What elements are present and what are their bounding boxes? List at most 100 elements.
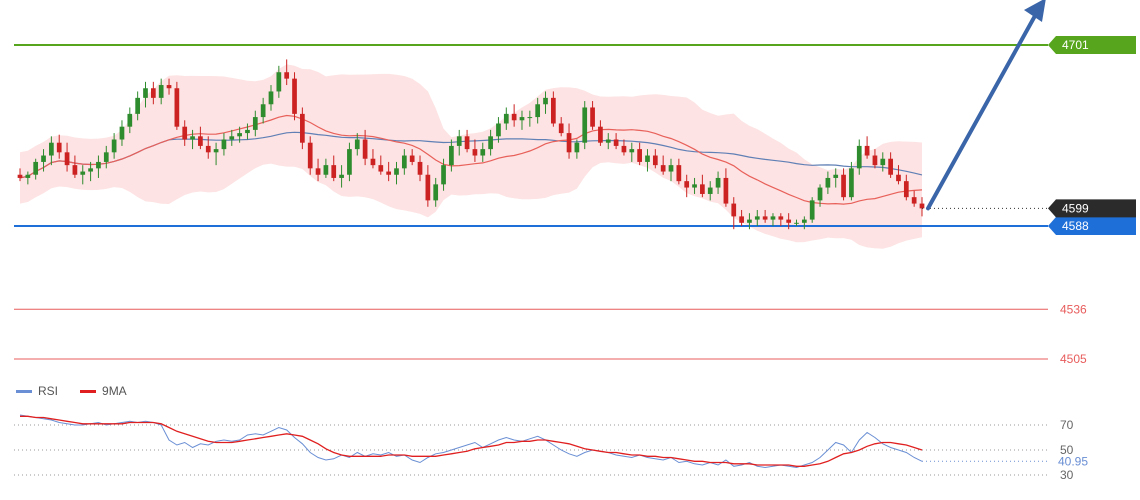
candle-body (88, 168, 93, 172)
candle-body (190, 136, 195, 140)
candle-body (582, 107, 588, 143)
candle-body (103, 152, 109, 162)
candle-body (284, 72, 290, 79)
candle-body (543, 97, 548, 105)
candle-body (347, 149, 352, 175)
rsi-tick-label: 30 (1060, 468, 1074, 482)
price-panel: 4701 4588 4536 4505 4599 (14, 0, 1136, 366)
candle-body (260, 104, 266, 118)
candle-body (645, 155, 650, 162)
candle-body (49, 142, 54, 156)
candle-body (166, 85, 172, 89)
ma-short-line (19, 114, 923, 205)
candle-body (888, 158, 893, 175)
candle-body (496, 123, 501, 137)
candle-body (896, 174, 901, 182)
candle-body (684, 181, 690, 188)
candle-body (825, 177, 831, 188)
candle-body (401, 155, 407, 169)
candle-body (598, 126, 603, 143)
candle-body (770, 216, 776, 220)
current-price-label: 4599 (1062, 201, 1089, 215)
candle-body (731, 203, 737, 217)
level-label-4701: 4701 (1062, 38, 1089, 52)
candle-body (221, 139, 227, 150)
candle-body (621, 145, 627, 153)
candle-body (441, 165, 446, 185)
rsi-current-value: 40.95 (1058, 454, 1088, 468)
candle-body (33, 161, 39, 175)
candle-body (566, 133, 572, 153)
candle-body (629, 149, 635, 153)
candle-body (794, 222, 799, 224)
candle-body (817, 187, 823, 201)
candle-body (229, 136, 235, 140)
candle-body (394, 168, 399, 175)
ma9-legend-label: 9MA (102, 384, 127, 398)
candle-body (56, 142, 62, 153)
candle-body (72, 165, 78, 175)
candle-body (417, 161, 423, 175)
candle-body (707, 187, 713, 194)
candle-body (127, 113, 133, 127)
candle-body (809, 200, 815, 220)
candle-body (456, 136, 462, 146)
candle-body (652, 155, 658, 166)
current-price-tag (1048, 199, 1136, 218)
candle-body (574, 142, 580, 153)
candle-body (801, 219, 807, 223)
forecast-arrow-shaft (926, 12, 1038, 211)
level-tag-4588 (1048, 217, 1136, 235)
candle-body (158, 85, 164, 98)
rsi-legend-swatch (16, 389, 32, 393)
candle-body (590, 107, 595, 127)
candle-body (300, 113, 305, 143)
rsi-ma-line (20, 415, 923, 467)
candle-body (449, 145, 454, 166)
candle-body (637, 149, 642, 162)
candle-body (292, 78, 297, 114)
candle-body (668, 165, 674, 172)
candle-body (786, 219, 792, 223)
candle-body (198, 136, 203, 146)
candle-body (911, 197, 917, 204)
candle-body (80, 171, 86, 175)
candle-body (237, 133, 242, 137)
candle-body (143, 88, 148, 98)
rsi-tick-label: 50 (1060, 443, 1074, 457)
level-label-4588: 4588 (1062, 219, 1089, 233)
candle-body (872, 155, 878, 166)
candle-body (903, 181, 909, 198)
candle-body (433, 184, 439, 201)
candle-body (276, 72, 282, 92)
candle-body (660, 165, 666, 172)
candle-body (17, 174, 23, 178)
candle-body (841, 174, 846, 198)
candle-body (488, 136, 493, 150)
candle-body (739, 216, 744, 223)
candle-body (245, 129, 250, 134)
candle-body (386, 171, 391, 175)
candle-body (551, 97, 556, 124)
candle-body (174, 88, 180, 127)
candle-body (96, 161, 101, 169)
candle-body (692, 184, 697, 188)
candle-body (676, 165, 682, 182)
candle-body (25, 174, 31, 178)
candle-body (754, 216, 760, 220)
candle-body (605, 139, 611, 143)
candle-body (315, 168, 321, 175)
candle-body (511, 113, 517, 121)
candle-body (778, 216, 784, 220)
candle-body (268, 91, 274, 105)
candle-body (213, 149, 219, 153)
candle-body (919, 203, 925, 209)
forecast-arrow-head (1024, 0, 1046, 22)
candle-body (425, 174, 431, 201)
candle-body (409, 155, 415, 162)
candle-body (535, 104, 541, 118)
candle-body (323, 165, 329, 175)
rsi-line (19, 414, 923, 469)
